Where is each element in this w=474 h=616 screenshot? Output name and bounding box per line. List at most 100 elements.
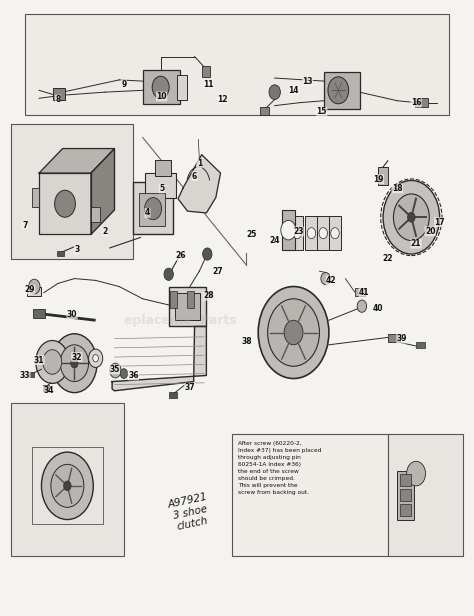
Circle shape (55, 190, 75, 217)
Text: 34: 34 (43, 386, 54, 395)
Bar (170, 291, 177, 308)
Text: 18: 18 (392, 184, 402, 193)
Text: 24: 24 (269, 236, 280, 245)
Text: 32: 32 (72, 352, 82, 362)
Text: 20: 20 (425, 227, 436, 236)
Bar (29, 372, 35, 376)
Text: 21: 21 (411, 239, 421, 248)
Text: 25: 25 (246, 230, 256, 239)
Circle shape (407, 461, 426, 486)
Text: 41: 41 (359, 288, 369, 297)
Circle shape (328, 77, 349, 104)
Bar (139, 193, 165, 227)
Circle shape (269, 85, 280, 100)
Bar (324, 72, 359, 108)
Text: 10: 10 (156, 92, 167, 101)
Text: 8: 8 (55, 95, 61, 104)
Text: 38: 38 (241, 337, 252, 346)
Bar (169, 392, 177, 398)
Text: 29: 29 (25, 285, 35, 294)
Text: 36: 36 (128, 371, 138, 380)
Text: 3: 3 (74, 245, 80, 254)
Bar (291, 216, 303, 249)
Text: 14: 14 (288, 86, 299, 95)
Bar (57, 251, 64, 256)
Bar (187, 291, 194, 308)
Bar (400, 489, 411, 501)
Bar (43, 385, 49, 391)
Circle shape (71, 359, 78, 368)
Circle shape (307, 228, 316, 239)
Polygon shape (112, 326, 206, 391)
Bar (155, 160, 171, 176)
Circle shape (321, 272, 330, 285)
Bar (34, 309, 45, 318)
Circle shape (293, 228, 301, 239)
Circle shape (331, 228, 339, 239)
Text: 1: 1 (197, 160, 202, 168)
Bar (143, 70, 181, 104)
Bar (397, 471, 414, 519)
Bar (11, 403, 124, 556)
Bar (175, 293, 200, 320)
Text: 12: 12 (218, 95, 228, 104)
Circle shape (120, 369, 128, 378)
Bar (91, 207, 100, 222)
Bar (53, 89, 65, 100)
Circle shape (64, 481, 71, 491)
Text: 16: 16 (411, 98, 421, 107)
Text: 2: 2 (102, 227, 108, 236)
Text: 31: 31 (34, 355, 45, 365)
Bar (25, 14, 449, 115)
Circle shape (268, 299, 319, 367)
Text: 15: 15 (317, 107, 327, 116)
Text: 9: 9 (121, 79, 127, 89)
Circle shape (43, 350, 62, 375)
Bar (317, 216, 329, 249)
Text: 35: 35 (109, 365, 119, 374)
Text: 11: 11 (203, 79, 214, 89)
Circle shape (164, 268, 173, 280)
Text: 6: 6 (192, 172, 197, 180)
Bar (378, 167, 388, 185)
Bar (260, 107, 269, 115)
Bar (133, 182, 173, 235)
Circle shape (319, 228, 328, 239)
Text: 7: 7 (22, 221, 27, 230)
Circle shape (145, 198, 162, 220)
Circle shape (29, 279, 40, 294)
Bar (145, 173, 176, 198)
Text: 33: 33 (20, 371, 30, 380)
Circle shape (383, 180, 439, 254)
Text: 17: 17 (434, 217, 445, 227)
Circle shape (202, 248, 212, 260)
Bar (232, 434, 388, 556)
Circle shape (89, 349, 103, 368)
Bar (400, 505, 411, 516)
Text: 40: 40 (373, 304, 383, 312)
Circle shape (36, 341, 69, 383)
Circle shape (110, 363, 121, 378)
Bar (329, 216, 341, 249)
Circle shape (52, 334, 97, 392)
Bar (415, 99, 428, 107)
Text: eplaceme  Parts: eplaceme Parts (124, 314, 237, 326)
Polygon shape (91, 148, 115, 235)
Bar (39, 173, 91, 235)
Circle shape (393, 194, 429, 240)
Text: A97921
3 shoe
clutch: A97921 3 shoe clutch (167, 492, 213, 533)
Bar (177, 75, 187, 100)
Text: 23: 23 (293, 227, 303, 236)
Bar (32, 447, 103, 524)
Text: 4: 4 (145, 208, 150, 217)
Bar (11, 124, 133, 259)
Text: 26: 26 (175, 251, 186, 261)
Bar (355, 288, 365, 296)
Bar (169, 286, 206, 326)
Text: After screw (60220-2,
Index #37) has been placed
through adjusting pin
60254-1A : After screw (60220-2, Index #37) has bee… (238, 441, 321, 495)
Text: 27: 27 (213, 267, 223, 276)
Bar (27, 286, 41, 296)
Bar (201, 67, 210, 78)
Circle shape (408, 213, 415, 222)
Circle shape (284, 320, 303, 345)
